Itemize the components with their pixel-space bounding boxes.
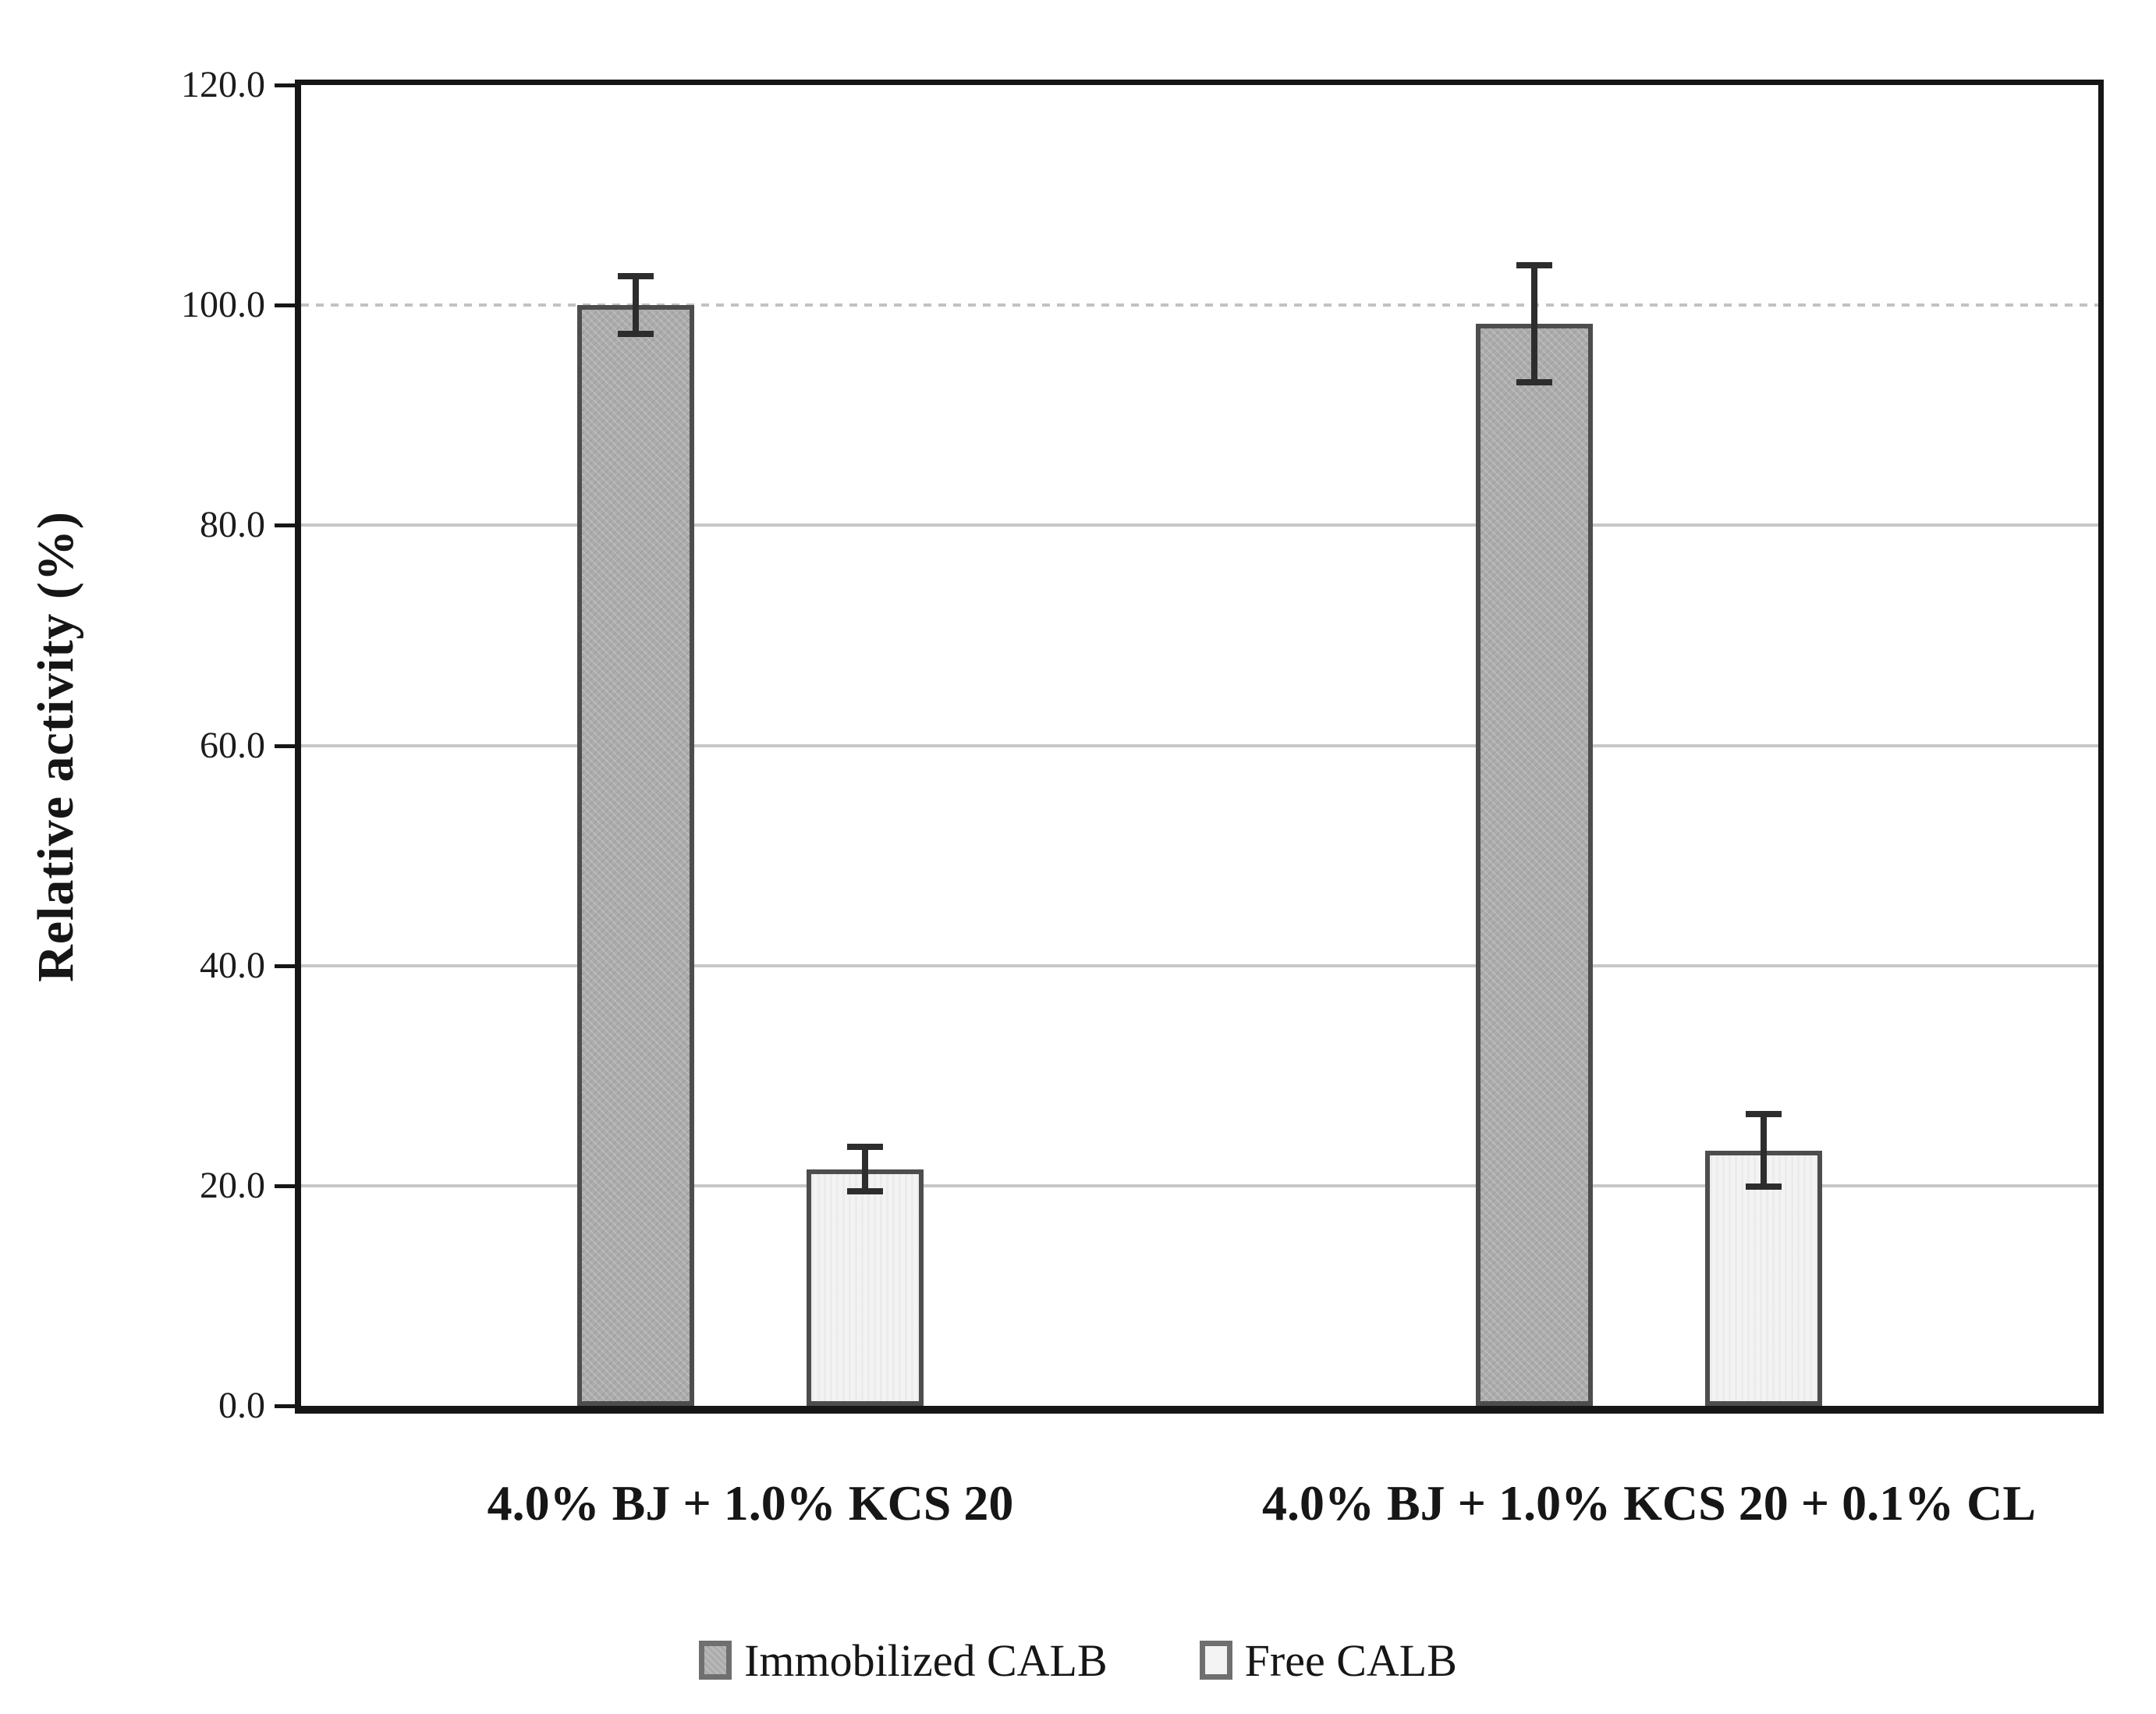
- y-axis-tick: [275, 1404, 295, 1408]
- error-bar-stem: [1531, 262, 1537, 386]
- plot-area: [295, 80, 2104, 1414]
- legend-label-free-calb: Free CALB: [1244, 1634, 1457, 1686]
- y-axis-tick-label: 80.0: [200, 504, 265, 546]
- x-category-label-2: 4.0% BJ + 1.0% KCS 20 + 0.1% CL: [1261, 1475, 2037, 1531]
- bar-immobilized-calb-group-1: [577, 305, 694, 1406]
- legend-item-immobilized-calb: Immobilized CALB: [699, 1634, 1108, 1687]
- y-axis-tick: [275, 743, 295, 748]
- x-category-label-1: 4.0% BJ + 1.0% KCS 20: [487, 1475, 1014, 1531]
- y-axis-tick: [275, 303, 295, 308]
- y-axis-tick: [275, 523, 295, 528]
- error-bar-cap-bottom: [618, 331, 654, 338]
- error-bar-free-calb-group-2: [1746, 1110, 1782, 1191]
- legend-label-immobilized-calb: Immobilized CALB: [744, 1634, 1108, 1686]
- error-bar-stem: [1761, 1110, 1767, 1191]
- legend: Immobilized CALB Free CALB: [0, 1625, 2156, 1695]
- error-bar-cap-top: [1516, 262, 1552, 269]
- gridline-20: [301, 1183, 2098, 1187]
- error-bar-immobilized-calb-group-1: [618, 273, 654, 338]
- error-bar-cap-bottom: [847, 1188, 883, 1195]
- error-bar-free-calb-group-1: [847, 1144, 883, 1195]
- bar-free-calb-group-2: [1705, 1150, 1822, 1406]
- error-bar-cap-top: [847, 1144, 883, 1151]
- error-bar-cap-top: [1746, 1110, 1782, 1117]
- y-axis-tick-label: 0.0: [218, 1385, 265, 1426]
- error-bar-cap-bottom: [1746, 1183, 1782, 1191]
- plot-inner: [301, 85, 2098, 1406]
- error-bar-cap-top: [618, 273, 654, 280]
- legend-swatch-free-calb: [1199, 1641, 1232, 1680]
- y-axis-tick-label: 60.0: [200, 724, 265, 766]
- error-bar-cap-bottom: [1516, 379, 1552, 386]
- gridline-60: [301, 743, 2098, 747]
- y-axis-tick: [275, 963, 295, 968]
- bar-immobilized-calb-group-2: [1476, 324, 1593, 1406]
- legend-item-free-calb: Free CALB: [1199, 1634, 1457, 1687]
- y-axis-tick: [275, 1183, 295, 1188]
- y-axis-tick-label: 100.0: [181, 284, 265, 326]
- error-bar-stem: [633, 273, 639, 338]
- legend-swatch-immobilized-calb: [699, 1641, 732, 1680]
- error-bar-stem: [862, 1144, 868, 1195]
- bar-free-calb-group-1: [807, 1169, 924, 1406]
- y-axis-tick-label: 120.0: [181, 64, 265, 105]
- y-axis-tick: [275, 83, 295, 87]
- y-axis-tick-label: 20.0: [200, 1164, 265, 1206]
- gridline-40: [301, 963, 2098, 967]
- y-axis-tick-label: 40.0: [200, 944, 265, 986]
- error-bar-immobilized-calb-group-2: [1516, 262, 1552, 386]
- gridline-80: [301, 523, 2098, 527]
- gridline-100: [301, 303, 2098, 307]
